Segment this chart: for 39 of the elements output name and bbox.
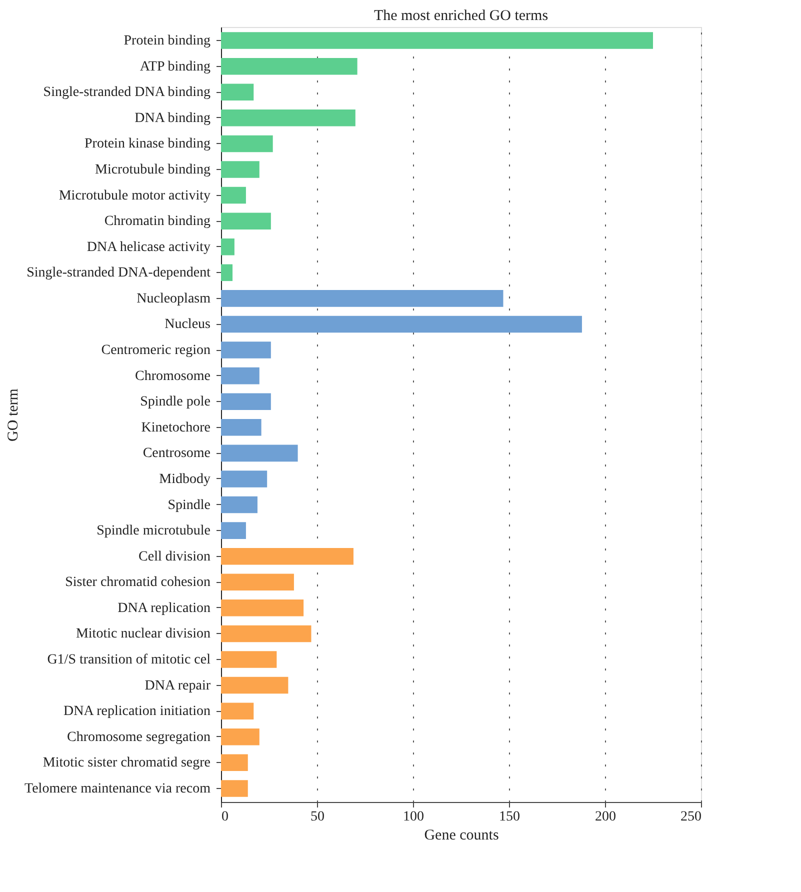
y-tick-label: Mitotic nuclear division xyxy=(76,626,210,642)
x-tick-label: 200 xyxy=(595,810,616,824)
y-tick-label: Microtubule binding xyxy=(95,162,210,178)
y-tick-label: Protein kinase binding xyxy=(84,136,210,152)
y-tick-label: Nucleoplasm xyxy=(136,291,211,306)
y-tick-label: Single-stranded DNA binding xyxy=(43,85,210,100)
y-tick-label: Spindle xyxy=(168,498,210,513)
y-tick-label: Chromosome xyxy=(135,368,210,384)
x-axis-title: Gene counts xyxy=(424,828,499,844)
y-tick-label: DNA binding xyxy=(134,110,210,126)
y-tick-label: Kinetochore xyxy=(141,420,210,436)
y-tick-label: Telomere maintenance via recom xyxy=(24,781,211,796)
y-tick-label: Single-stranded DNA-dependent xyxy=(26,266,211,281)
x-tick-label: 0 xyxy=(222,810,228,824)
y-tick-label: Midbody xyxy=(159,472,210,487)
x-tick-label: 50 xyxy=(310,810,324,824)
chart-title: The most enriched GO terms xyxy=(374,8,548,24)
y-tick-label: Centrosome xyxy=(142,446,210,462)
y-tick-label: Chromatin binding xyxy=(104,214,210,230)
y-tick-label: Spindle microtubule xyxy=(96,524,210,539)
y-tick-label: Cell division xyxy=(138,549,210,564)
y-tick-label: DNA replication initiation xyxy=(64,704,210,720)
x-tick-label: 150 xyxy=(499,810,520,824)
y-tick-label: Chromosome segregation xyxy=(67,730,210,745)
y-tick-label: ATP binding xyxy=(140,59,210,74)
y-tick-label: G1/S transition of mitotic cel xyxy=(47,652,211,668)
y-tick-label: Sister chromatid cohesion xyxy=(65,575,210,590)
y-tick-label: Nucleus xyxy=(164,317,210,332)
y-axis-title: GO term xyxy=(6,388,22,442)
y-tick-label: DNA repair xyxy=(144,678,211,694)
y-tick-label: Protein binding xyxy=(124,34,210,49)
y-tick-label: Spindle pole xyxy=(140,394,210,410)
y-tick-label: Mitotic sister chromatid segre xyxy=(42,756,210,771)
x-tick-label: 250 xyxy=(680,810,702,824)
y-tick-label: Microtubule motor activity xyxy=(58,188,210,204)
y-tick-label: DNA helicase activity xyxy=(86,240,210,255)
x-tick-label: 100 xyxy=(403,810,424,824)
y-tick-label: DNA replication xyxy=(118,600,210,616)
y-tick-label: Centromeric region xyxy=(101,343,210,358)
